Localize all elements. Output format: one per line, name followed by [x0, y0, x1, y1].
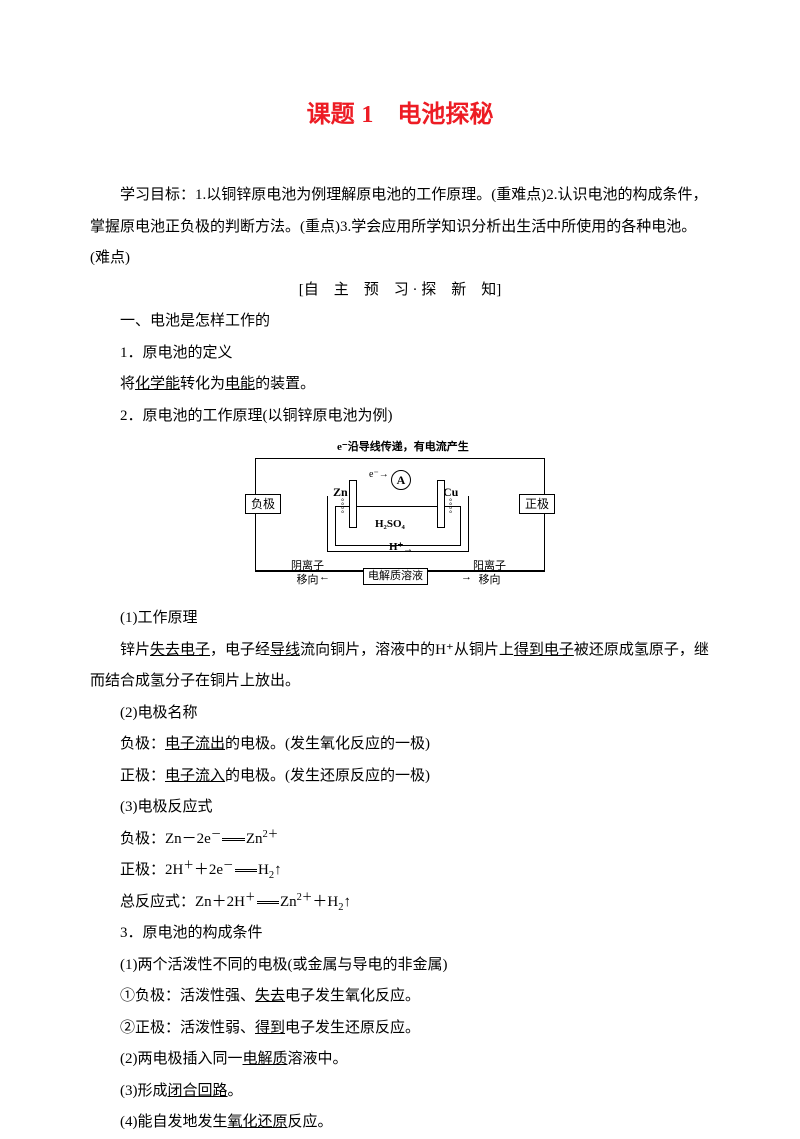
cation-label: 阳离子移向 [473, 560, 506, 586]
zn-electrode [349, 480, 357, 528]
cond4: (4)能自发地发生氧化还原反应。 [90, 1107, 710, 1139]
page-title: 课题 1 电池探秘 [90, 90, 710, 140]
u-lose-electron: 失去电子 [150, 642, 210, 658]
hplus-label: H⁺ [389, 536, 403, 559]
arrow-anion: ← [319, 566, 330, 589]
wire-caption: e⁻沿导线传递，有电流产生 [337, 436, 469, 459]
u-redox: 氧化还原 [228, 1114, 288, 1130]
learning-objectives: 学习目标：1.以铜锌原电池为例理解原电池的工作原理。(重难点)2.认识电池的构成… [90, 180, 710, 275]
positive-box: 正极 [519, 494, 555, 514]
eq-total: 总反应式：Zn＋2H＋Zn2＋＋H2↑ [90, 887, 710, 919]
u-gain-electron: 得到电子 [514, 642, 574, 658]
hplus-arrow: → [403, 539, 413, 560]
u-wire: 导线 [270, 642, 300, 658]
item1-text: 将化学能转化为电能的装置。 [90, 369, 710, 401]
u-electric-energy: 电能 [225, 376, 255, 392]
title-name: 电池探秘 [397, 101, 493, 128]
item2-label: 2．原电池的工作原理(以铜锌原电池为例) [90, 401, 710, 433]
eq-pos: 正极：2H＋＋2e－H2↑ [90, 855, 710, 887]
cond1b: ②正极：活泼性弱、得到电子发生还原反应。 [90, 1013, 710, 1045]
u-electron-out: 电子流出 [165, 736, 225, 752]
item1-label: 1．原电池的定义 [90, 338, 710, 370]
principle-h2: (2)电极名称 [90, 698, 710, 730]
title-number: 1 [361, 102, 373, 128]
u-electrolyte: 电解质 [243, 1051, 288, 1067]
u-electron-in: 电子流入 [165, 768, 225, 784]
circuit-diagram: e⁻沿导线传递，有电流产生 负极 正极 e⁻→ A Zn Cu °°°° °°°… [90, 440, 710, 595]
principle-h1: (1)工作原理 [90, 603, 710, 635]
cond3: (3)形成闭合回路。 [90, 1076, 710, 1108]
u-closed-circuit: 闭合回路 [168, 1083, 228, 1099]
principle-text: 锌片失去电子，电子经导线流向铜片，溶液中的H⁺从铜片上得到电子被还原成氢原子，继… [90, 635, 710, 698]
conditions-heading: 3．原电池的构成条件 [90, 918, 710, 950]
neg-electrode: 负极：电子流出的电极。(发生氧化反应的一极) [90, 729, 710, 761]
u-lose: 失去 [255, 988, 285, 1004]
u-gain: 得到 [255, 1020, 285, 1036]
principle-h3: (3)电极反应式 [90, 792, 710, 824]
bubbles-icon: °°°° [449, 500, 452, 516]
bubbles-icon: °°°° [341, 500, 344, 516]
electrolyte-label: 电解质溶液 [363, 568, 428, 584]
eq-neg: 负极：Zn－2e－Zn2＋ [90, 824, 710, 856]
cond1: (1)两个活泼性不同的电极(或金属与导电的非金属) [90, 950, 710, 982]
section1-heading: 一、电池是怎样工作的 [90, 306, 710, 338]
title-prefix: 课题 [307, 101, 355, 128]
arrow-cation: → [461, 566, 472, 589]
h2so4-label: H₂SO₄ [375, 513, 405, 536]
cond1a: ①负极：活泼性强、失去电子发生氧化反应。 [90, 981, 710, 1013]
negative-box: 负极 [245, 494, 281, 514]
pos-electrode: 正极：电子流入的电极。(发生还原反应的一极) [90, 761, 710, 793]
cu-electrode [437, 480, 445, 528]
cond2: (2)两电极插入同一电解质溶液中。 [90, 1044, 710, 1076]
electron-arrow: e⁻→ [369, 464, 389, 485]
u-chemical-energy: 化学能 [135, 376, 180, 392]
preview-label: [自 主 预 习 · 探 新 知] [90, 275, 710, 307]
